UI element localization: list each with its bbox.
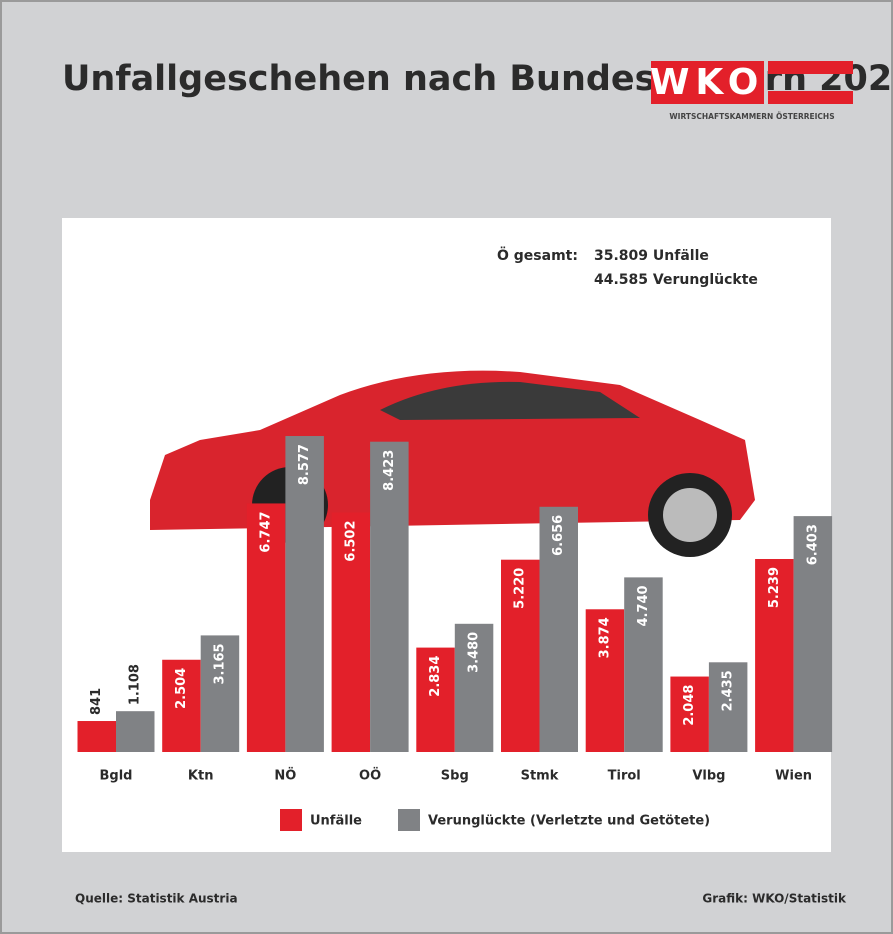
- value-label: 6.747: [259, 511, 274, 552]
- bar: [670, 676, 709, 752]
- bar: [755, 558, 794, 752]
- bar: [585, 609, 625, 752]
- bar: [454, 623, 494, 752]
- logo-box: [651, 61, 764, 104]
- value-label: 3.480: [467, 632, 482, 673]
- value-label: 3.874: [597, 617, 612, 658]
- car-window: [380, 381, 640, 420]
- logo-mark: WKO: [650, 62, 765, 103]
- value-label: 6.403: [805, 524, 820, 565]
- value-label: 2.504: [174, 668, 189, 709]
- bar: [793, 516, 833, 752]
- logo-subtitle: WIRTSCHAFTSKAMMERN ÖSTERREICHS: [669, 112, 834, 121]
- x-tick-label: Vlbg: [692, 769, 725, 784]
- x-tick-label: NÖ: [274, 768, 296, 784]
- value-label: 2.048: [682, 685, 697, 726]
- legend-label: Verunglückte (Verletzte und Getötete): [428, 814, 710, 829]
- x-tick-label: Sbg: [441, 769, 469, 784]
- value-label: 3.165: [212, 643, 227, 684]
- bar: [370, 441, 409, 752]
- annotation-label: Ö gesamt:: [497, 246, 578, 264]
- x-tick-label: Stmk: [521, 769, 559, 784]
- x-tick-label: Tirol: [608, 769, 641, 784]
- x-tick-label: Wien: [775, 769, 812, 784]
- car-rim: [663, 488, 717, 542]
- bar: [246, 503, 286, 752]
- value-label: 5.239: [767, 567, 782, 608]
- legend-label: Unfälle: [310, 814, 362, 829]
- annotation-line: 44.585 Verunglückte: [594, 272, 758, 288]
- x-tick-label: OÖ: [359, 768, 381, 784]
- value-label: 6.656: [551, 515, 566, 556]
- credit: Grafik: WKO/Statistik: [702, 892, 847, 906]
- legend-swatch: [398, 809, 420, 831]
- value-label: 841: [89, 688, 104, 715]
- source: Quelle: Statistik Austria: [75, 892, 238, 906]
- bar: [331, 512, 371, 752]
- logo-flag: [768, 61, 853, 74]
- bar: [77, 721, 116, 752]
- value-label: 2.435: [721, 670, 736, 711]
- value-label: 4.740: [636, 585, 651, 626]
- bar: [624, 577, 663, 752]
- bar: [708, 662, 748, 752]
- value-label: 8.423: [382, 450, 397, 491]
- value-label: 2.834: [428, 656, 443, 697]
- bar: [285, 436, 324, 752]
- bar: [416, 647, 455, 752]
- bar: [116, 711, 155, 752]
- bar: [539, 506, 578, 752]
- legend-swatch: [280, 809, 302, 831]
- value-label: 1.108: [128, 664, 143, 705]
- value-label: 5.220: [513, 568, 528, 609]
- logo: WKO WIRTSCHAFTSKAMMERN ÖSTERREICHS: [650, 61, 853, 121]
- value-label: 6.502: [343, 520, 358, 561]
- bar: [162, 659, 201, 752]
- x-tick-label: Ktn: [188, 769, 214, 784]
- bar: [501, 559, 540, 752]
- bar: [200, 635, 240, 752]
- value-label: 8.577: [297, 444, 312, 485]
- x-tick-label: Bgld: [100, 769, 133, 784]
- annotation-line: 35.809 Unfälle: [594, 248, 709, 264]
- logo-flag: [768, 91, 853, 104]
